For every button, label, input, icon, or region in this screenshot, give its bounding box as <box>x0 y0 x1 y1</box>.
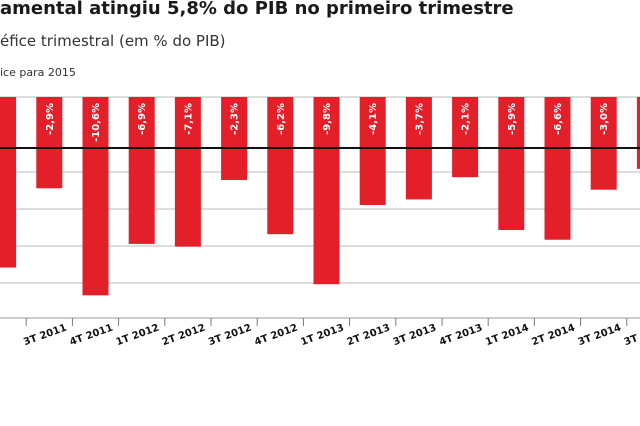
bar-value-label: -10,6% <box>91 103 102 142</box>
x-tick-label: 4T 2012 <box>253 322 299 348</box>
chart-note: ice para 2015 <box>0 66 76 79</box>
x-tick-label: 3T 2014 <box>623 322 640 348</box>
x-tick-label: 4T 2011 <box>68 322 114 348</box>
x-tick-label: 2T 2014 <box>530 322 576 348</box>
x-tick-label: 2T 2013 <box>346 322 392 348</box>
bar <box>221 97 248 180</box>
x-tick-label: 3T 2014 <box>577 322 623 348</box>
bar-value-label: -4,1% <box>368 103 379 135</box>
chart-subtitle: éfice trimestral (em % do PIB) <box>0 32 226 50</box>
x-tick-label: 1T 2013 <box>299 322 345 348</box>
x-tick-label: 3T 2011 <box>22 322 68 348</box>
bar-value-label: -5,9% <box>507 103 518 135</box>
x-tick-label: 3T 2013 <box>392 322 438 348</box>
x-tick-label: 2T 2012 <box>161 322 207 348</box>
bar <box>498 97 525 231</box>
bar <box>82 97 109 296</box>
bar-value-label: -7,1% <box>183 103 194 135</box>
bar-value-label: -3,0% <box>599 103 610 135</box>
bar-value-label: -9,8% <box>322 103 333 135</box>
bar-value-label: -3,7% <box>414 103 425 135</box>
bar-value-label: -6,6% <box>553 103 564 135</box>
x-tick-label: 3T 2012 <box>207 322 253 348</box>
bar <box>128 97 155 244</box>
bar <box>359 97 386 205</box>
x-tick-label: 1T 2012 <box>115 322 161 348</box>
bar <box>636 97 640 169</box>
bar <box>313 97 340 285</box>
x-tick-label: 1T 2014 <box>484 322 530 348</box>
bar <box>267 97 294 235</box>
bar <box>590 97 617 190</box>
bar <box>174 97 201 247</box>
x-tick-label: 4T 2013 <box>438 322 484 348</box>
bar-value-label: -6,9% <box>137 103 148 135</box>
chart-title: amental atingiu 5,8% do PIB no primeiro … <box>0 0 514 19</box>
bar <box>36 97 63 189</box>
bar <box>452 97 479 178</box>
bar-value-label: -6,2% <box>276 103 287 135</box>
bar-value-label: -2,3% <box>230 103 241 135</box>
bar <box>0 97 17 268</box>
bar-value-label: -2,1% <box>461 103 472 135</box>
bar-value-label: -2,9% <box>45 103 56 135</box>
bar <box>544 97 571 240</box>
